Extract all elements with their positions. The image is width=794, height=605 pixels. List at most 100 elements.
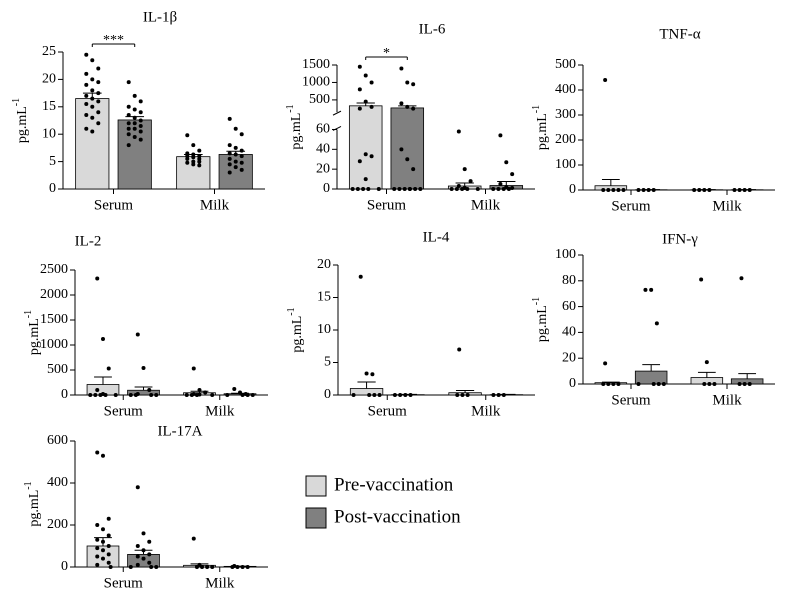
- y-axis-label: pg.mL-1: [285, 104, 304, 149]
- data-point: [149, 565, 153, 569]
- x-tick-label: Milk: [205, 403, 235, 419]
- data-point: [405, 157, 409, 161]
- data-point: [139, 129, 143, 133]
- data-point: [403, 187, 407, 191]
- data-point: [370, 154, 374, 158]
- data-point: [457, 348, 461, 352]
- data-point: [101, 527, 105, 531]
- y-tick-label: 60: [316, 122, 330, 137]
- y-axis-label: pg.mL-1: [23, 481, 42, 526]
- data-point: [240, 168, 244, 172]
- y-axis-label-exp: -1: [11, 98, 22, 106]
- y-tick-label: 400: [555, 82, 576, 97]
- x-tick-label: Milk: [205, 575, 235, 591]
- y-tick-label: 60: [562, 299, 576, 314]
- data-point: [611, 382, 615, 386]
- y-axis-label-unit: pg.mL: [290, 316, 305, 353]
- bar: [635, 371, 667, 384]
- data-point: [358, 107, 362, 111]
- y-tick-label: 0: [324, 387, 331, 402]
- data-point: [455, 393, 459, 397]
- data-point: [352, 393, 356, 397]
- chart-title: IL-2: [75, 233, 102, 249]
- data-point: [405, 105, 409, 109]
- data-point: [234, 152, 238, 156]
- y-axis-label-exp: -1: [285, 104, 296, 112]
- data-point: [365, 372, 369, 376]
- data-point: [228, 151, 232, 155]
- data-point: [136, 333, 140, 337]
- data-point: [655, 321, 659, 325]
- x-tick-label: Serum: [104, 575, 143, 591]
- data-point: [203, 391, 207, 395]
- chart-title: IL-17A: [158, 423, 203, 439]
- data-point: [136, 563, 140, 567]
- data-point: [738, 188, 742, 192]
- data-point: [133, 108, 137, 112]
- data-point: [90, 58, 94, 62]
- significance-label: *: [383, 46, 390, 61]
- y-tick-label: 10: [42, 126, 56, 141]
- y-tick-label: 200: [47, 517, 68, 532]
- data-point: [95, 523, 99, 527]
- data-point: [142, 548, 146, 552]
- data-point: [397, 187, 401, 191]
- data-point: [399, 66, 403, 70]
- data-point: [142, 557, 146, 561]
- data-point: [657, 382, 661, 386]
- data-point: [133, 116, 137, 120]
- y-tick-label: 0: [569, 182, 576, 197]
- data-point: [96, 80, 100, 84]
- data-point: [707, 188, 711, 192]
- data-point: [370, 372, 374, 376]
- y-tick-label: 100: [555, 247, 576, 262]
- data-point: [491, 187, 495, 191]
- data-point: [185, 161, 189, 165]
- data-point: [413, 187, 417, 191]
- data-point: [240, 154, 244, 158]
- data-point: [504, 160, 508, 164]
- data-point: [195, 393, 199, 397]
- data-point: [642, 188, 646, 192]
- data-point: [107, 552, 111, 556]
- data-point: [712, 382, 716, 386]
- data-point: [96, 99, 100, 103]
- data-point: [469, 179, 473, 183]
- data-point: [133, 127, 137, 131]
- data-point: [364, 100, 368, 104]
- data-point: [114, 393, 118, 397]
- data-point: [107, 561, 111, 565]
- data-point: [455, 187, 459, 191]
- data-point: [147, 540, 151, 544]
- data-point: [90, 88, 94, 92]
- data-point: [364, 177, 368, 181]
- y-tick-label: 500: [555, 57, 576, 72]
- data-point: [197, 149, 201, 153]
- data-point: [603, 361, 607, 365]
- legend-swatch: [306, 476, 326, 496]
- data-point: [90, 105, 94, 109]
- data-point: [134, 393, 138, 397]
- data-point: [139, 119, 143, 123]
- data-point: [197, 160, 201, 164]
- data-point: [149, 393, 153, 397]
- data-point: [662, 382, 666, 386]
- data-point: [246, 565, 250, 569]
- data-point: [136, 555, 140, 559]
- data-point: [502, 187, 506, 191]
- data-point: [358, 159, 362, 163]
- data-point: [399, 101, 403, 105]
- data-point: [251, 393, 255, 397]
- chart-title: IL-1β: [143, 9, 177, 25]
- x-tick-label: Milk: [712, 392, 742, 408]
- y-axis-label: pg.mL-1: [531, 297, 550, 342]
- y-tick-label: 2000: [40, 287, 68, 302]
- data-point: [358, 65, 362, 69]
- data-point: [104, 393, 108, 397]
- y-axis-label-unit: pg.mL: [535, 113, 550, 150]
- data-point: [129, 393, 133, 397]
- data-point: [90, 77, 94, 81]
- data-point: [107, 517, 111, 521]
- data-point: [225, 393, 229, 397]
- data-point: [107, 534, 111, 538]
